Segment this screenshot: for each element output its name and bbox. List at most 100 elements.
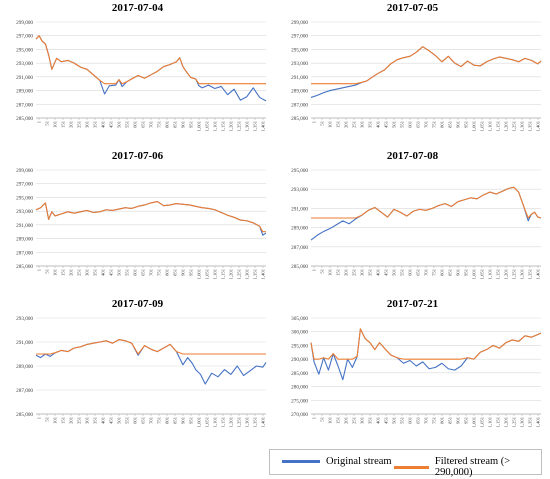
x-tick-label: 701 xyxy=(424,268,429,276)
x-tick-label: 1,301 xyxy=(520,268,526,279)
legend-label-filtered: Filtered stream (> 290,000) xyxy=(434,456,511,478)
x-tick-label: 551 xyxy=(400,268,405,276)
y-tick-label: 285,000 xyxy=(291,264,308,270)
x-tick-label: 351 xyxy=(93,268,98,276)
x-tick-label: 451 xyxy=(109,416,114,424)
x-tick-label: 51 xyxy=(45,268,50,273)
x-tick-label: 1,401 xyxy=(261,268,267,279)
x-tick-label: 551 xyxy=(125,268,130,276)
x-tick-label: 151 xyxy=(336,120,341,128)
x-tick-label: 1,001 xyxy=(472,416,478,427)
x-tick-label: 701 xyxy=(424,120,429,128)
x-tick-label: 801 xyxy=(440,120,445,128)
x-tick-label: 1,001 xyxy=(472,120,478,131)
chart-plot-4: 285,000 287,000 289,000 291,000 293,000 295,0… xyxy=(291,168,542,279)
x-tick-label: 1,201 xyxy=(504,416,510,427)
x-tick-label: 351 xyxy=(93,120,98,128)
x-tick-label: 1,301 xyxy=(520,120,526,131)
x-tick-label: 251 xyxy=(77,268,82,276)
x-tick-label: 251 xyxy=(352,416,357,424)
x-tick-label: 1,101 xyxy=(213,416,219,427)
y-tick-label: 300,000 xyxy=(291,330,308,336)
y-tick-label: 295,000 xyxy=(16,47,33,53)
chart-title: 2017-07-21 xyxy=(386,298,439,310)
y-tick-label: 280,000 xyxy=(291,385,308,391)
x-tick-label: 951 xyxy=(464,120,469,128)
x-tick-label: 951 xyxy=(464,268,469,276)
x-tick-label: 401 xyxy=(376,416,381,424)
y-tick-label: 295,000 xyxy=(291,343,308,349)
x-tick-label: 951 xyxy=(464,416,469,424)
x-tick-label: 851 xyxy=(173,120,178,128)
chart-panel-3: 2017-07-06 285,000 287,000 289,000 291,000 29… xyxy=(0,148,275,298)
x-tick-label: 251 xyxy=(352,120,357,128)
x-tick-label: 351 xyxy=(368,120,373,128)
chart-title: 2017-07-09 xyxy=(111,298,164,310)
x-tick-label: 151 xyxy=(61,416,66,424)
chart-panel-6: 2017-07-21 270,000 275,000 280,000 285,000 29… xyxy=(275,296,550,446)
x-tick-label: 1,251 xyxy=(237,268,243,279)
series-line-filtered xyxy=(36,339,266,355)
chart-plot-6: 270,000 275,000 280,000 285,000 290,000 295,0… xyxy=(291,316,542,427)
x-tick-label: 151 xyxy=(336,416,341,424)
x-tick-label: 901 xyxy=(456,120,461,128)
y-tick-label: 287,000 xyxy=(16,388,33,394)
x-tick-label: 751 xyxy=(157,120,162,128)
series-line-original xyxy=(310,46,542,98)
chart-title: 2017-07-08 xyxy=(386,150,439,162)
x-tick-label: 601 xyxy=(133,268,138,276)
x-tick-label: 201 xyxy=(344,268,349,276)
x-tick-label: 451 xyxy=(384,268,389,276)
chart-title: 2017-07-06 xyxy=(111,150,164,162)
legend: Original stream Filtered stream (> 290,0… xyxy=(269,449,542,478)
x-tick-label: 201 xyxy=(344,416,349,424)
x-tick-label: 51 xyxy=(320,416,325,421)
chart-title: 2017-07-05 xyxy=(386,2,439,14)
x-tick-label: 651 xyxy=(141,416,146,424)
x-tick-label: 101 xyxy=(53,268,58,276)
chart-title: 2017-07-04 xyxy=(111,2,164,14)
y-tick-label: 289,000 xyxy=(16,364,33,370)
series-line-original xyxy=(310,186,542,241)
y-tick-label: 285,000 xyxy=(16,412,33,418)
legend-item-filtered: Filtered stream (> 290,000) xyxy=(394,456,541,478)
chart-plot-5: 285,000 287,000 289,000 291,000 293,000 1 51 10… xyxy=(16,316,267,427)
x-tick-label: 101 xyxy=(328,120,333,128)
x-tick-label: 1 xyxy=(37,416,42,419)
x-tick-label: 1,001 xyxy=(197,120,203,131)
series-line-filtered xyxy=(35,35,266,85)
y-tick-label: 289,000 xyxy=(16,237,33,243)
x-tick-label: 801 xyxy=(440,416,445,424)
x-tick-label: 701 xyxy=(149,120,154,128)
x-tick-label: 301 xyxy=(360,120,365,128)
x-tick-label: 1,201 xyxy=(504,120,510,131)
chart-panel-5: 2017-07-09 285,000 287,000 289,000 291,000 29… xyxy=(0,296,275,446)
legend-swatch-original xyxy=(282,460,320,463)
y-tick-label: 291,000 xyxy=(16,340,33,346)
x-tick-label: 951 xyxy=(189,416,194,424)
x-tick-label: 701 xyxy=(149,268,154,276)
x-tick-label: 301 xyxy=(360,268,365,276)
y-tick-label: 285,000 xyxy=(16,264,33,270)
x-tick-label: 401 xyxy=(376,120,381,128)
y-tick-label: 291,000 xyxy=(291,75,308,81)
x-tick-label: 551 xyxy=(400,416,405,424)
x-tick-label: 1,401 xyxy=(536,416,542,427)
x-tick-label: 1,351 xyxy=(253,268,259,279)
y-tick-label: 295,000 xyxy=(16,195,33,201)
x-tick-label: 1,401 xyxy=(261,416,267,427)
x-tick-label: 401 xyxy=(101,120,106,128)
x-tick-label: 351 xyxy=(93,416,98,424)
x-tick-label: 901 xyxy=(456,268,461,276)
x-tick-label: 851 xyxy=(173,416,178,424)
x-tick-label: 1,001 xyxy=(197,268,203,279)
y-tick-label: 297,000 xyxy=(16,34,33,40)
x-tick-label: 51 xyxy=(320,268,325,273)
x-tick-label: 801 xyxy=(440,268,445,276)
x-tick-label: 501 xyxy=(392,268,397,276)
x-tick-label: 51 xyxy=(320,120,325,125)
y-tick-label: 291,000 xyxy=(291,206,308,212)
y-tick-label: 299,000 xyxy=(291,20,308,26)
x-tick-label: 251 xyxy=(352,268,357,276)
chart-panel-4: 2017-07-08 285,000 287,000 289,000 291,000 29… xyxy=(275,148,550,298)
